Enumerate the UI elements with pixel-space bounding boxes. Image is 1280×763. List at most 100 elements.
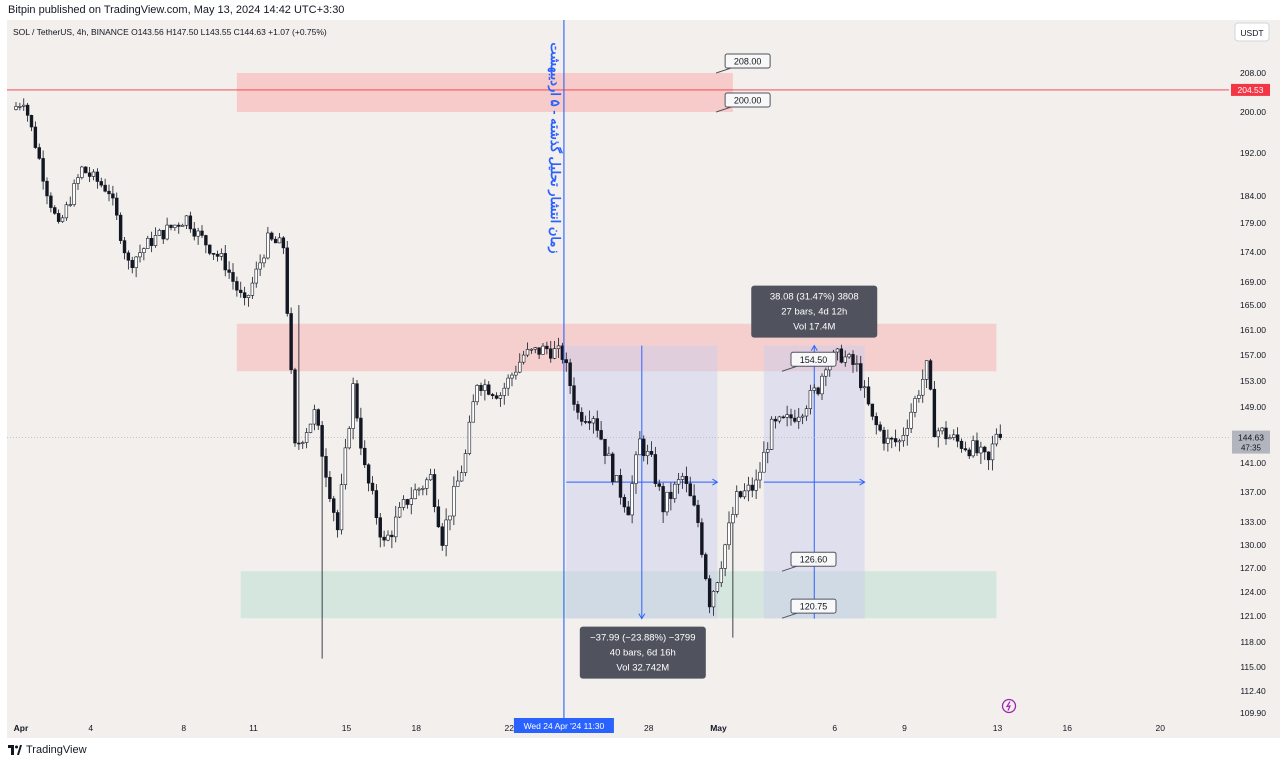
candle-body [673,483,677,499]
candle-body [684,476,689,484]
candle-body [285,247,289,314]
candle-body [622,497,627,508]
candle-body [134,256,138,268]
footer-bar: TradingView [0,738,1280,763]
down-measure-arrowhead [638,613,646,620]
candle-body [366,464,371,484]
publish-header: Bitpin published on TradingView.com, May… [0,0,1280,20]
candle-body [928,360,933,390]
candle-body [266,232,270,259]
candle-body [475,385,479,403]
candle-body [394,516,398,538]
candle-body [335,512,340,531]
candle-body [913,398,917,413]
candle-body [37,147,41,159]
callout-label: 200.00 [734,96,762,106]
callouts-layer: 208.00 200.00 154.50 126.60 120.75 [715,53,837,619]
time-axis[interactable]: Apr 4 8 11 15 18 22 28 May 6 9 13 16 20 Wed 24 Apr '24… [14,718,1166,733]
candle-body [494,395,499,399]
candle-body [936,430,940,438]
currency-button[interactable]: USDT [1234,22,1270,42]
candle-body [890,437,894,440]
candle-body [692,495,696,506]
currency-button-label[interactable]: USDT [1240,28,1263,38]
candle-body [971,440,975,457]
candle-body [56,213,61,222]
candle-body [599,430,603,440]
candle-body [382,536,386,541]
y-tick-label: 121.00 [1240,611,1266,621]
x-tick-label: 15 [342,723,352,733]
zone-support [240,571,997,619]
y-tick-label: 165.00 [1240,300,1266,310]
candle-body [456,480,460,487]
y-tick-label: 157.00 [1240,350,1266,360]
price-axis[interactable]: 208.00 200.00 192.00 184.00 179.00 174.00 169.… [1231,68,1270,718]
last-price-label: 144.63 [1238,433,1264,443]
candle-body [878,424,882,431]
callout-pointer [715,106,732,113]
candle-body [498,395,503,399]
vertical-line-date-label: Wed 24 Apr '24 11:30 [524,721,605,731]
up-measure-label-line: 27 bars, 4d 12h [781,307,847,318]
candle-body [645,450,650,457]
candle-body [541,345,545,355]
candle-body [626,506,630,516]
price-axis-background [1229,20,1280,718]
candle-body [591,418,596,424]
candle-body [696,504,700,523]
candle-body [459,472,464,482]
y-tick-label: 169.00 [1240,277,1266,287]
candle-body [80,166,84,178]
candle-body [177,224,181,227]
candle-body [417,488,421,491]
footer-brand-text: TradingView [26,744,87,756]
candle-body [754,479,758,491]
candle-body [851,354,855,365]
candle-body [979,446,983,454]
candle-body [425,479,429,489]
last-price-tag [1232,430,1270,454]
candle-body [750,484,754,491]
candle-body [479,385,483,391]
y-tick-label: 200.00 [1240,107,1266,117]
callout-pointer [781,612,798,619]
candle-body [95,171,100,182]
candle-body [208,244,212,254]
candle-body [948,437,952,440]
candle-body [421,488,425,490]
price-chart[interactable]: زمان انتشار تحلیل گذشته - ۵ اردیبهشت 208… [0,0,1280,738]
candle-body [277,237,282,244]
candle-body [611,453,615,483]
candle-body [452,485,456,517]
down-measure-label-box [579,626,706,679]
candle-body [157,229,162,236]
candle-body [332,498,336,513]
callout-box [724,53,771,69]
candle-body [897,440,902,443]
candle-body [235,281,239,291]
candle-body [715,582,720,592]
candle-body [742,490,747,498]
candle-body [374,490,379,519]
x-tick-label: Apr [14,723,29,733]
up-measure-arrowhead [810,344,818,351]
candle-body [60,217,65,222]
candle-body [262,257,266,264]
candle-body [552,348,557,359]
callout-pointer [781,365,798,372]
candle-body [707,578,712,608]
replay-icon[interactable] [1001,698,1017,714]
candle-body [549,348,553,359]
candle-body [363,447,367,466]
candle-body [409,498,413,505]
y-tick-label: 141.00 [1240,458,1266,468]
candle-body [975,440,979,454]
y-tick-label: 124.00 [1240,587,1266,597]
candle-body [510,374,514,379]
candle-body [246,295,251,298]
candle-body [72,183,76,205]
callout-box [724,92,771,108]
candle-body [227,269,231,273]
candle-body [537,347,541,355]
